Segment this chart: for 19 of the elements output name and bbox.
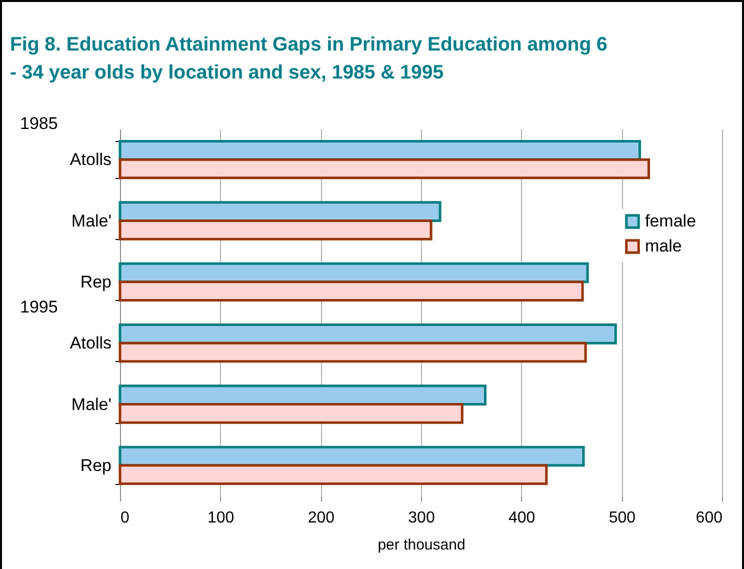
text: 1995 (20, 298, 58, 317)
chart-title: Fig 8. Education Attainment Gaps in Primary Education among 6 - 34 year olds by location and sex, 1985 & 1995 (10, 34, 608, 84)
x-tick-label: 600 (696, 510, 723, 526)
y-tick-label: Atolls (70, 150, 112, 170)
x-tick-label: 0 (120, 510, 130, 526)
x-tick-label: 500 (608, 510, 636, 526)
legend-label: male (645, 236, 682, 256)
x-axis-title: per thousand (378, 536, 466, 554)
x-tick-label: 100 (207, 510, 234, 526)
text: 1985 (20, 114, 58, 134)
y-tick-label: Atolls (70, 334, 112, 353)
y-tick-label: Rep (80, 456, 112, 475)
y-tick-label: Male' (71, 211, 112, 230)
x-tick-label: 200 (308, 510, 335, 526)
y-tick-label: Rep (80, 272, 112, 292)
y-tick-label: Male' (71, 394, 112, 414)
x-tick-label: 400 (508, 510, 536, 526)
x-tick-label: 300 (408, 510, 435, 526)
legend-label: female (645, 212, 696, 230)
